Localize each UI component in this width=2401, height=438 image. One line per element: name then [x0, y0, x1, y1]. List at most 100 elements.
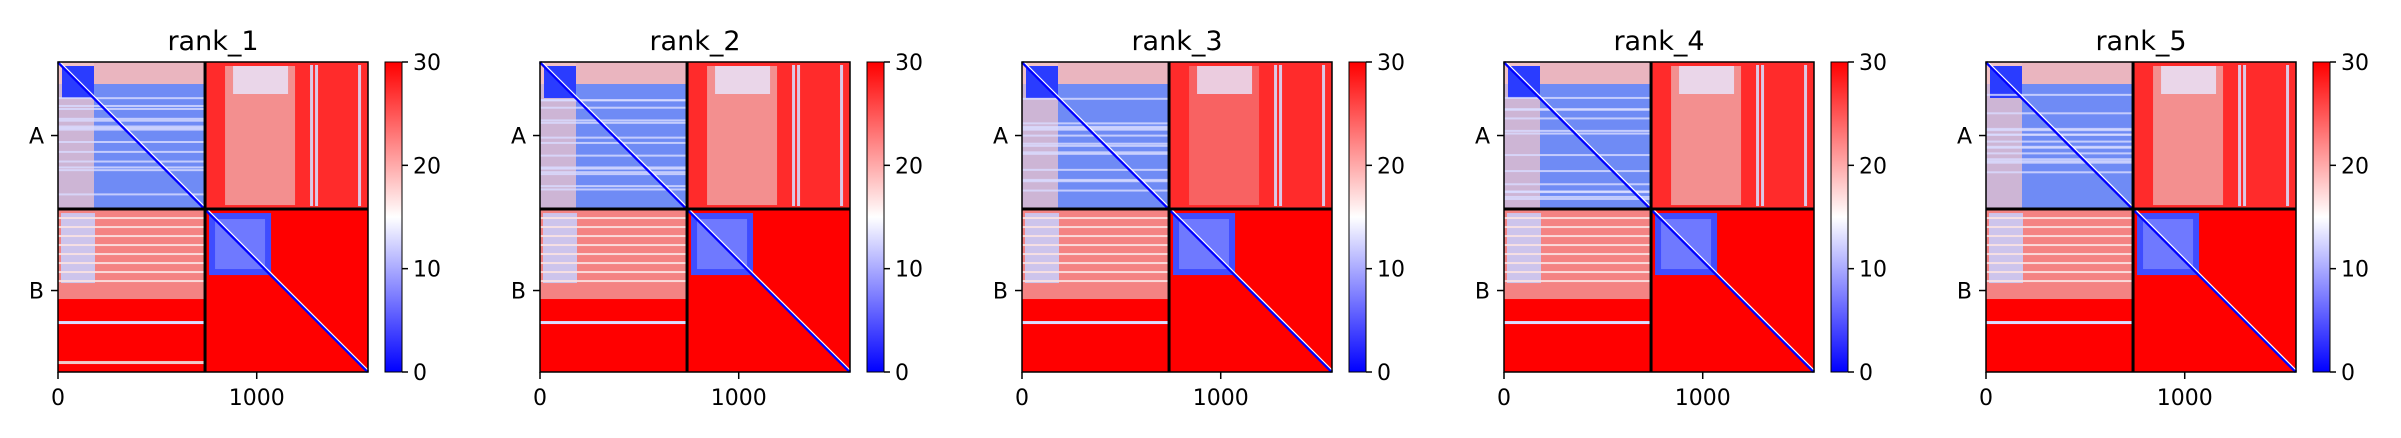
texture-line: [58, 235, 206, 238]
stripe: [2286, 65, 2290, 207]
colorbar-gradient: [2312, 61, 2331, 373]
texture-line: [1986, 271, 2134, 274]
axes-frame: [57, 61, 369, 373]
texture-line: [58, 262, 206, 265]
stripe: [840, 65, 844, 207]
y-tick-label: B: [1475, 280, 1490, 305]
texture-line: [540, 280, 688, 283]
stripe: [310, 65, 314, 207]
x-tick-label: 0: [533, 386, 547, 411]
colorbar-tick-label: 10: [895, 258, 923, 283]
x-tick-label: 0: [1979, 386, 1993, 411]
texture-line: [1022, 128, 1170, 131]
panel-title: rank_3: [1131, 26, 1222, 57]
colorbar-gradient: [1830, 61, 1849, 373]
y-tick-label: A: [993, 125, 1008, 150]
heatmap: [538, 60, 852, 374]
colorbar-tick-label: 20: [2341, 154, 2369, 179]
diagonal: [1984, 60, 2298, 374]
colorbar-tick-label: 20: [1859, 154, 1887, 179]
texture-line: [1022, 142, 1170, 145]
stripe: [1804, 65, 1808, 207]
stripe: [1322, 65, 1326, 207]
block-a-a-band: [540, 62, 688, 84]
texture-line: [540, 154, 688, 157]
colorbar-gradient: [866, 61, 885, 373]
texture-line: [58, 271, 206, 274]
panel-3: rank_3 0 1000 A B 0 10 20 30: [993, 26, 1405, 411]
texture-line: [1022, 178, 1170, 181]
texture-line: [540, 271, 688, 274]
texture-line: [58, 127, 206, 130]
texture-line: [1022, 122, 1170, 125]
stripe: [315, 65, 319, 207]
block-a-a-band: [1022, 62, 1170, 84]
diagonal: [1020, 60, 1334, 374]
texture-line: [540, 262, 688, 265]
colorbar-tick-label: 0: [2341, 361, 2355, 386]
colorbar: 0 10 20 30: [384, 51, 441, 386]
texture-line: [58, 193, 206, 196]
texture-line: [1504, 217, 1652, 220]
diagonal-edge: [1987, 61, 2297, 371]
colorbar-tick-label: 10: [413, 258, 441, 283]
heatmap: [1502, 60, 1816, 374]
texture-line: [540, 253, 688, 256]
texture-line: [1022, 144, 1170, 147]
texture-line: [1504, 170, 1652, 173]
texture-line: [1986, 127, 2134, 130]
texture-line: [1504, 183, 1652, 186]
texture-line: [58, 97, 206, 100]
texture-line: [1986, 244, 2134, 247]
stripe: [58, 321, 206, 325]
stripe: [1761, 65, 1765, 207]
texture-line: [1504, 96, 1652, 99]
stripe: [1274, 65, 1278, 207]
y-tick-label: A: [1957, 125, 1972, 150]
colorbar-tick-label: 20: [1377, 154, 1405, 179]
panel-1: rank_1 0 1000 A B 0 10 20 30: [29, 26, 441, 411]
colorbar-tick-label: 0: [1377, 361, 1391, 386]
texture-line: [1986, 152, 2134, 155]
texture-line: [58, 140, 206, 143]
texture-line: [58, 125, 206, 128]
texture-line: [1986, 161, 2134, 164]
texture-line: [1022, 253, 1170, 256]
colorbar-tick-label: 30: [1859, 51, 1887, 76]
axes-frame: [539, 61, 851, 373]
y-tick-label: B: [1957, 280, 1972, 305]
colorbar: 0 10 20 30: [866, 51, 923, 386]
x-tick-label: 0: [1015, 386, 1029, 411]
heatmap: [1984, 60, 2298, 374]
texture-line: [1504, 271, 1652, 274]
x-tick-label: 1000: [1675, 386, 1731, 411]
texture-line: [58, 166, 206, 169]
panel-2: rank_2 0 1000 A B 0 10 20 30: [511, 26, 923, 411]
texture-line: [1022, 226, 1170, 229]
texture-line: [1986, 262, 2134, 265]
colorbar-tick-label: 0: [895, 361, 909, 386]
texture-line: [58, 119, 206, 122]
colorbar-tick-label: 30: [2341, 51, 2369, 76]
texture-line: [1022, 189, 1170, 192]
y-tick-label: A: [511, 125, 526, 150]
block-a-a-band: [58, 62, 206, 84]
texture-line: [1986, 158, 2134, 161]
panel-title: rank_2: [649, 26, 740, 57]
texture-line: [1504, 244, 1652, 247]
y-tick-label: A: [29, 125, 44, 150]
block-a-b-spot: [2161, 66, 2217, 94]
colorbar-tick-label: 20: [413, 154, 441, 179]
texture-line: [1986, 280, 2134, 283]
diagonal: [56, 60, 370, 374]
colorbar-tick-label: 30: [413, 51, 441, 76]
texture-line: [540, 121, 688, 124]
texture-line: [1986, 129, 2134, 132]
texture-line: [58, 160, 206, 163]
block-a-b-spot: [233, 66, 289, 94]
texture-line: [1986, 160, 2134, 163]
texture-line: [1022, 262, 1170, 265]
texture-line: [58, 226, 206, 229]
texture-line: [1504, 280, 1652, 283]
